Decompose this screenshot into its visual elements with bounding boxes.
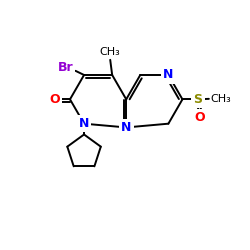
Text: N: N <box>79 117 89 130</box>
Text: Br: Br <box>58 62 73 74</box>
Text: CH₃: CH₃ <box>210 94 231 104</box>
Text: N: N <box>163 68 173 82</box>
Text: O: O <box>49 93 60 106</box>
Text: N: N <box>121 121 132 134</box>
Text: CH₃: CH₃ <box>100 47 120 57</box>
Text: S: S <box>194 93 202 106</box>
Text: O: O <box>194 112 205 124</box>
